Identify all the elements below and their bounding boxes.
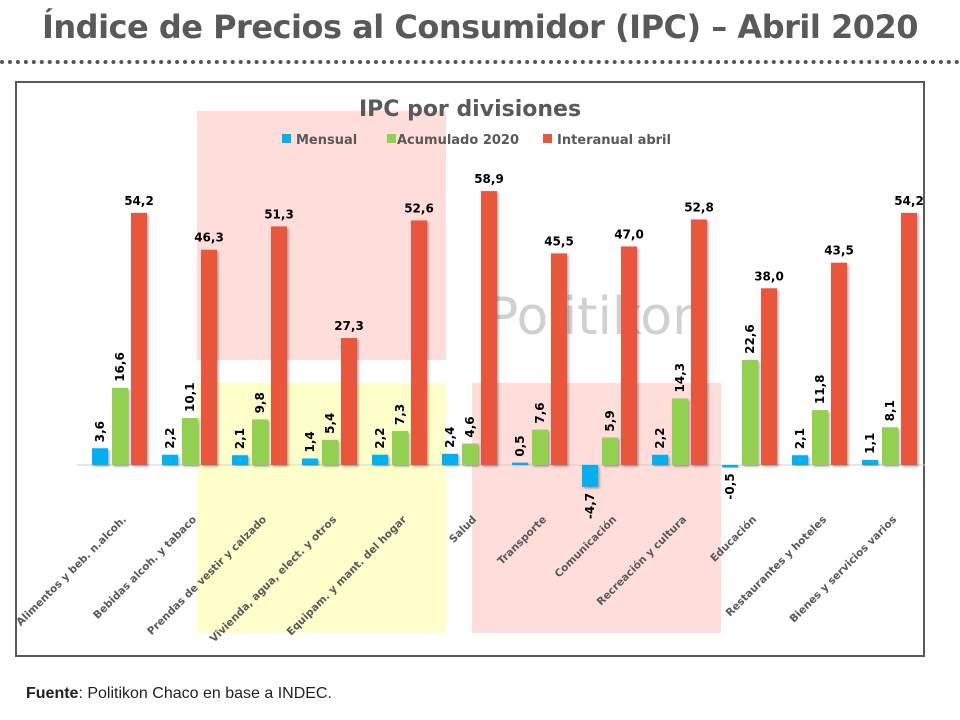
bar-interanual-abril-bienes-y-servicios-varios	[901, 212, 917, 465]
source-label: Fuente	[26, 685, 79, 702]
value-label-mensual-alimentos-y-beb-n-alcoh: 3,6	[93, 421, 107, 442]
highlight-region-yellow	[197, 383, 446, 633]
bar-interanual-abril-transporte	[551, 253, 567, 465]
bar-mensual-educacion	[722, 465, 738, 468]
legend-label-interanual: Interanual abril	[557, 133, 671, 148]
value-label-interanual-abril-restaurantes-y-hoteles: 43,5	[824, 244, 854, 258]
value-label-mensual-salud: 2,4	[443, 427, 457, 448]
dotted-divider	[0, 60, 960, 64]
value-label-mensual-bebidas-alcoh-y-tabaco: 2,2	[163, 428, 177, 449]
value-label-mensual-transporte: 0,5	[513, 435, 527, 456]
bar-interanual-abril-bebidas-alcoh-y-tabaco	[201, 249, 217, 465]
value-label-mensual-equipam-y-mant-del-hogar: 2,2	[373, 428, 387, 449]
bar-mensual-alimentos-y-beb-n-alcoh	[92, 448, 108, 465]
legend-label-mensual: Mensual	[296, 133, 357, 148]
value-label-acumulado-2020-comunicacion: 5,9	[603, 410, 617, 431]
bar-acumulado-2020-equipam-y-mant-del-hogar	[392, 431, 408, 465]
value-labels-layer: 3,6 16,6 54,2 2,2 10,1 46,3 2,1 9,8 51,3 1,4 5,4 27…	[93, 172, 924, 519]
chart-title: IPC por divisiones	[359, 97, 581, 122]
category-labels-layer: Alimentos y beb. n.alcoh.Bebidas alcoh. …	[14, 513, 899, 645]
page-title: Índice de Precios al Consumidor (IPC) – …	[41, 8, 919, 46]
value-label-mensual-vivienda-agua-elect-y-otros: 1,4	[303, 431, 317, 452]
legend-label-acumulado: Acumulado 2020	[397, 133, 519, 148]
bar-mensual-vivienda-agua-elect-y-otros	[302, 458, 318, 465]
value-label-interanual-abril-recreacion-y-cultura: 52,8	[684, 200, 714, 214]
bar-mensual-bienes-y-servicios-varios	[862, 459, 878, 465]
value-label-mensual-bienes-y-servicios-varios: 1,1	[863, 433, 877, 454]
value-label-mensual-prendas-de-vestir-y-calzado: 2,1	[233, 428, 247, 449]
legend-swatch-interanual	[543, 134, 552, 143]
category-label-alimentos-y-beb-n-alcoh: Alimentos y beb. n.alcoh.	[14, 514, 129, 629]
bar-interanual-abril-comunicacion	[621, 246, 637, 465]
value-label-mensual-restaurantes-y-hoteles: 2,1	[793, 428, 807, 449]
bar-mensual-restaurantes-y-hoteles	[792, 455, 808, 465]
source-text: : Politikon Chaco en base a INDEC.	[78, 685, 332, 702]
bar-acumulado-2020-recreacion-y-cultura	[672, 398, 688, 465]
value-label-mensual-comunicacion: -4,7	[583, 493, 597, 519]
value-label-acumulado-2020-equipam-y-mant-del-hogar: 7,3	[393, 404, 407, 425]
bar-acumulado-2020-salud	[462, 443, 478, 465]
value-label-interanual-abril-alimentos-y-beb-n-alcoh: 54,2	[124, 194, 154, 208]
bar-interanual-abril-equipam-y-mant-del-hogar	[411, 220, 427, 465]
bar-interanual-abril-alimentos-y-beb-n-alcoh	[131, 212, 147, 465]
bar-acumulado-2020-restaurantes-y-hoteles	[812, 410, 828, 465]
value-label-acumulado-2020-transporte: 7,6	[533, 402, 547, 423]
bar-interanual-abril-salud	[481, 191, 497, 466]
value-label-acumulado-2020-alimentos-y-beb-n-alcoh: 16,6	[113, 352, 127, 382]
watermark: Politikon	[487, 287, 705, 347]
bar-acumulado-2020-comunicacion	[602, 437, 618, 465]
value-label-mensual-educacion: -0,5	[723, 473, 737, 499]
bar-mensual-prendas-de-vestir-y-calzado	[232, 455, 248, 465]
value-label-interanual-abril-educacion: 38,0	[754, 269, 784, 283]
bar-acumulado-2020-transporte	[532, 429, 548, 465]
bars-layer	[92, 191, 917, 487]
value-label-interanual-abril-equipam-y-mant-del-hogar: 52,6	[404, 201, 434, 215]
highlight-region-red-top	[197, 111, 446, 360]
bar-acumulado-2020-vivienda-agua-elect-y-otros	[322, 439, 338, 465]
bar-acumulado-2020-prendas-de-vestir-y-calzado	[252, 419, 268, 465]
bar-acumulado-2020-bienes-y-servicios-varios	[882, 427, 898, 465]
bar-mensual-recreacion-y-cultura	[652, 454, 668, 465]
value-label-acumulado-2020-bebidas-alcoh-y-tabaco: 10,1	[183, 382, 197, 412]
bar-mensual-bebidas-alcoh-y-tabaco	[162, 454, 178, 465]
value-label-mensual-recreacion-y-cultura: 2,2	[653, 428, 667, 449]
value-label-interanual-abril-vivienda-agua-elect-y-otros: 27,3	[334, 319, 364, 333]
value-label-interanual-abril-prendas-de-vestir-y-calzado: 51,3	[264, 207, 294, 221]
value-label-acumulado-2020-vivienda-agua-elect-y-otros: 5,4	[323, 413, 337, 434]
legend-swatch-mensual	[282, 134, 291, 143]
bar-interanual-abril-educacion	[761, 288, 777, 465]
bar-mensual-equipam-y-mant-del-hogar	[372, 454, 388, 465]
value-label-acumulado-2020-prendas-de-vestir-y-calzado: 9,8	[253, 392, 267, 413]
bar-mensual-transporte	[512, 462, 528, 465]
value-label-acumulado-2020-restaurantes-y-hoteles: 11,8	[813, 375, 827, 405]
legend-swatch-acumulado	[387, 134, 396, 143]
bar-interanual-abril-recreacion-y-cultura	[691, 219, 707, 465]
bar-acumulado-2020-bebidas-alcoh-y-tabaco	[182, 418, 198, 465]
bar-mensual-salud	[442, 453, 458, 465]
value-label-acumulado-2020-educacion: 22,6	[743, 324, 757, 354]
bar-acumulado-2020-educacion	[742, 359, 758, 465]
value-label-acumulado-2020-recreacion-y-cultura: 14,3	[673, 363, 687, 393]
value-label-interanual-abril-transporte: 45,5	[544, 234, 574, 248]
value-label-interanual-abril-comunicacion: 47,0	[614, 227, 644, 241]
value-label-acumulado-2020-salud: 4,6	[463, 416, 477, 437]
value-label-interanual-abril-bebidas-alcoh-y-tabaco: 46,3	[194, 231, 224, 245]
bar-interanual-abril-restaurantes-y-hoteles	[831, 262, 847, 465]
bar-mensual-comunicacion	[582, 465, 598, 487]
bar-acumulado-2020-alimentos-y-beb-n-alcoh	[112, 387, 128, 465]
value-label-interanual-abril-bienes-y-servicios-varios: 54,2	[894, 194, 924, 208]
source-note: Fuente: Politikon Chaco en base a INDEC.	[26, 685, 332, 703]
bar-interanual-abril-prendas-de-vestir-y-calzado	[271, 226, 287, 465]
bar-interanual-abril-vivienda-agua-elect-y-otros	[341, 338, 357, 465]
legend: Mensual Acumulado 2020 Interanual abril	[282, 133, 671, 148]
value-label-acumulado-2020-bienes-y-servicios-varios: 8,1	[883, 400, 897, 421]
value-label-interanual-abril-salud: 58,9	[474, 172, 504, 186]
